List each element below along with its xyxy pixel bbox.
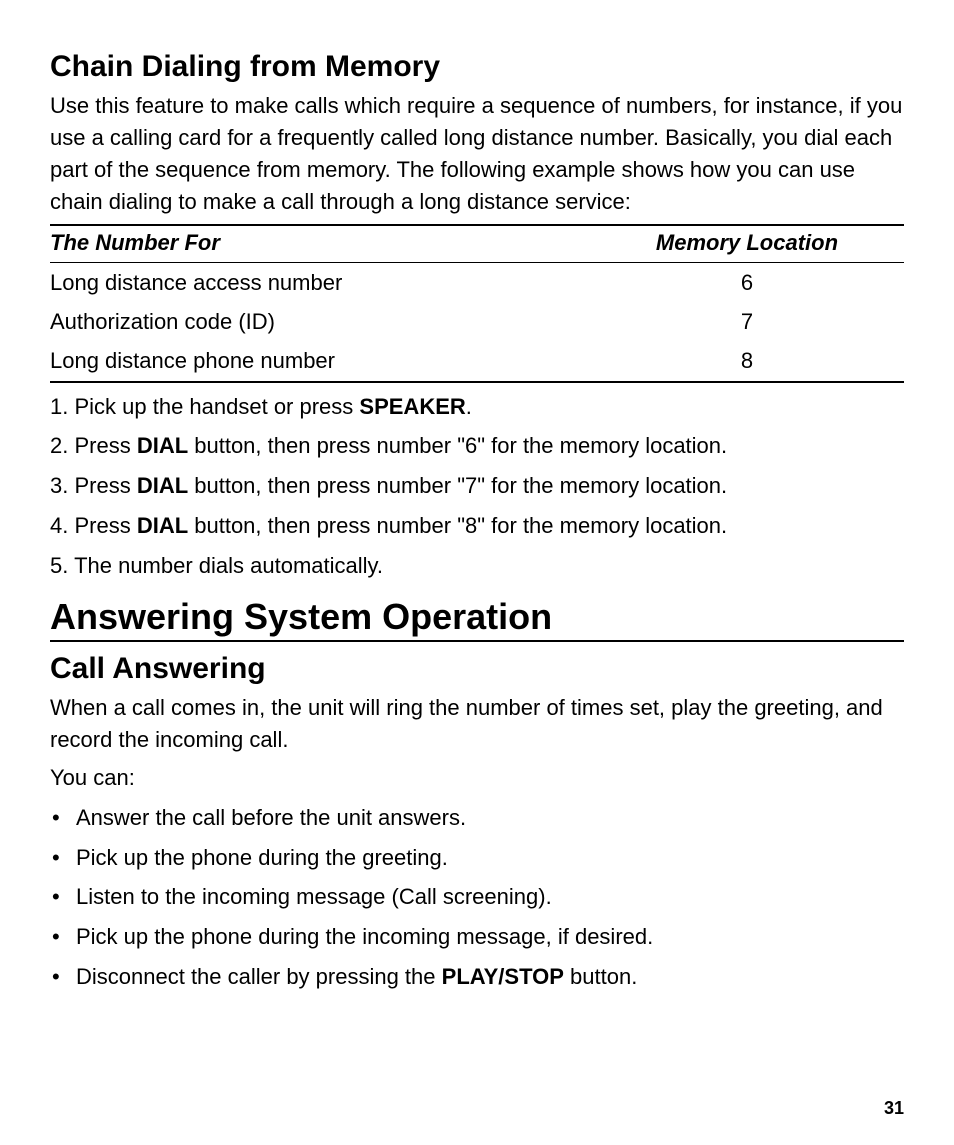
cell-label: Authorization code (ID)	[50, 302, 470, 341]
page-number: 31	[884, 1098, 904, 1119]
intro-call-answering: When a call comes in, the unit will ring…	[50, 692, 904, 756]
memory-table: The Number For Memory Location Long dist…	[50, 224, 904, 383]
list-item: Listen to the incoming message (Call scr…	[50, 881, 904, 913]
table-row: Authorization code (ID) 7	[50, 302, 904, 341]
list-item: Pick up the phone during the greeting.	[50, 842, 904, 874]
step-2: 2. Press DIAL button, then press number …	[50, 430, 904, 462]
cell-label: Long distance access number	[50, 262, 470, 302]
table-row: Long distance phone number 8	[50, 341, 904, 382]
step-5: 5. The number dials automatically.	[50, 550, 904, 582]
heading-answering-system: Answering System Operation	[50, 596, 904, 642]
col-header-number-for: The Number For	[50, 225, 470, 263]
bullet-list: Answer the call before the unit answers.…	[50, 802, 904, 993]
step-1: 1. Pick up the handset or press SPEAKER.	[50, 391, 904, 423]
list-item: Disconnect the caller by pressing the PL…	[50, 961, 904, 993]
step-3: 3. Press DIAL button, then press number …	[50, 470, 904, 502]
list-item: Answer the call before the unit answers.	[50, 802, 904, 834]
cell-location: 8	[470, 341, 904, 382]
intro-chain-dialing: Use this feature to make calls which req…	[50, 90, 904, 218]
table-row: Long distance access number 6	[50, 262, 904, 302]
heading-call-answering: Call Answering	[50, 652, 904, 686]
list-item: Pick up the phone during the incoming me…	[50, 921, 904, 953]
step-4: 4. Press DIAL button, then press number …	[50, 510, 904, 542]
cell-location: 6	[470, 262, 904, 302]
heading-chain-dialing: Chain Dialing from Memory	[50, 50, 904, 84]
lead-you-can: You can:	[50, 762, 904, 794]
col-header-memory-location: Memory Location	[470, 225, 904, 263]
cell-label: Long distance phone number	[50, 341, 470, 382]
cell-location: 7	[470, 302, 904, 341]
